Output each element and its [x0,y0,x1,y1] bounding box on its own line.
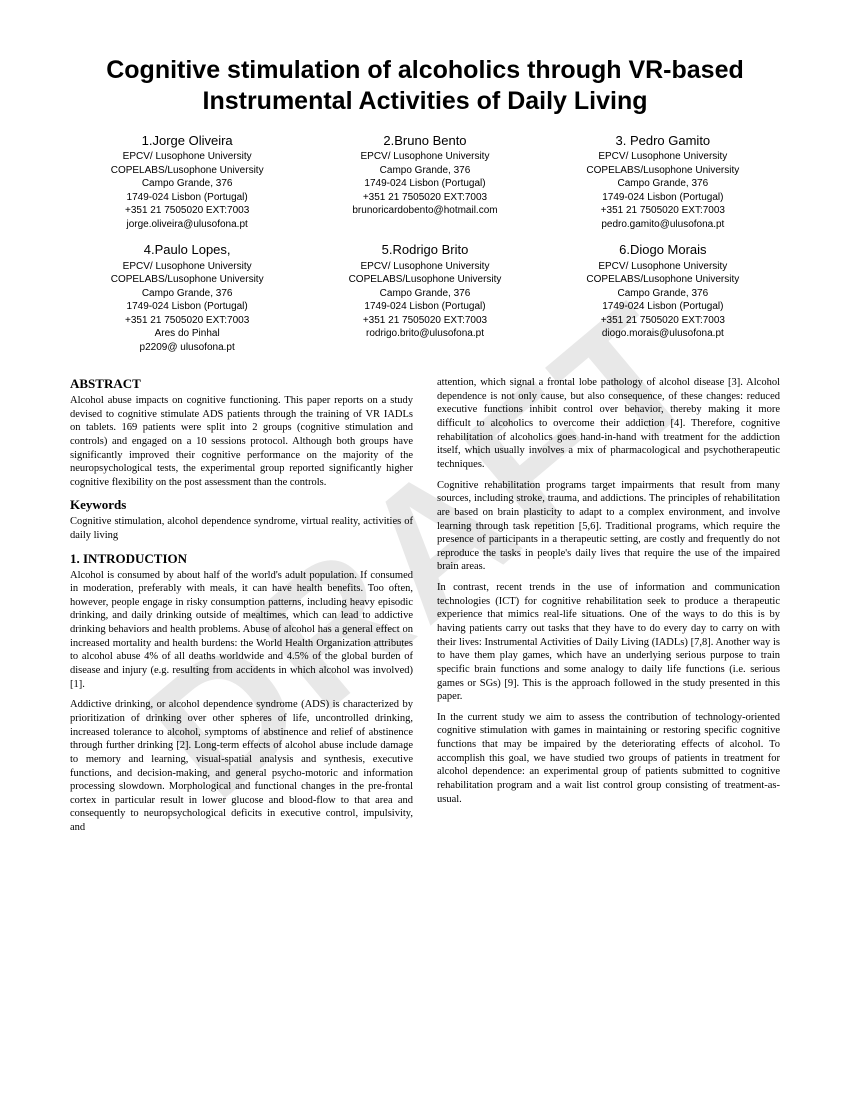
intro-paragraph: attention, which signal a frontal lobe p… [437,376,780,471]
author-name: 4.Paulo Lopes, [70,241,304,259]
abstract-heading: ABSTRACT [70,376,413,393]
author-affiliation-line: Ares do Pinhal [70,327,304,341]
author-affiliation-line: +351 21 7505020 EXT:7003 [546,314,780,328]
author: 3. Pedro GamitoEPCV/ Lusophone Universit… [546,132,780,232]
author-name: 1.Jorge Oliveira [70,132,304,150]
paper-title: Cognitive stimulation of alcoholics thro… [70,55,780,118]
author-affiliation-line: EPCV/ Lusophone University [546,150,780,164]
author: 6.Diogo MoraisEPCV/ Lusophone University… [546,241,780,354]
author-affiliation-line: 1749-024 Lisbon (Portugal) [70,300,304,314]
author-affiliation-line: 1749-024 Lisbon (Portugal) [308,177,542,191]
page-content: Cognitive stimulation of alcoholics thro… [70,55,780,835]
intro-paragraph: Addictive drinking, or alcohol dependenc… [70,698,413,834]
author-affiliation-line: 1749-024 Lisbon (Portugal) [70,191,304,205]
abstract-text: Alcohol abuse impacts on cognitive funct… [70,394,413,489]
author-affiliation-line: COPELABS/Lusophone University [546,164,780,178]
author-affiliation-line: rodrigo.brito@ulusofona.pt [308,327,542,341]
author-affiliation-line: pedro.gamito@ulusofona.pt [546,218,780,232]
author-name: 3. Pedro Gamito [546,132,780,150]
author-affiliation-line: EPCV/ Lusophone University [70,150,304,164]
author-affiliation-line: +351 21 7505020 EXT:7003 [308,191,542,205]
author-affiliation-line: Campo Grande, 376 [70,177,304,191]
author-affiliation-line: +351 21 7505020 EXT:7003 [70,314,304,328]
author: 4.Paulo Lopes,EPCV/ Lusophone University… [70,241,304,354]
author-affiliation-line: COPELABS/Lusophone University [70,273,304,287]
author-affiliation-line: Campo Grande, 376 [546,177,780,191]
author-affiliation-line: COPELABS/Lusophone University [308,273,542,287]
author-affiliation-line: +351 21 7505020 EXT:7003 [546,204,780,218]
author-affiliation-line: EPCV/ Lusophone University [546,260,780,274]
author-affiliation-line: 1749-024 Lisbon (Portugal) [546,300,780,314]
keywords-text: Cognitive stimulation, alcohol dependenc… [70,515,413,542]
author-affiliation-line: Campo Grande, 376 [308,164,542,178]
author: 5.Rodrigo BritoEPCV/ Lusophone Universit… [308,241,542,354]
author: 2.Bruno BentoEPCV/ Lusophone UniversityC… [308,132,542,232]
author-affiliation-line: diogo.morais@ulusofona.pt [546,327,780,341]
author-affiliation-line: Campo Grande, 376 [308,287,542,301]
author-affiliation-line: EPCV/ Lusophone University [308,150,542,164]
author-affiliation-line: 1749-024 Lisbon (Portugal) [308,300,542,314]
author-affiliation-line: p2209@ ulusofona.pt [70,341,304,355]
intro-paragraph: In contrast, recent trends in the use of… [437,581,780,704]
author-name: 6.Diogo Morais [546,241,780,259]
author-name: 2.Bruno Bento [308,132,542,150]
author: 1.Jorge OliveiraEPCV/ Lusophone Universi… [70,132,304,232]
body-columns: ABSTRACT Alcohol abuse impacts on cognit… [70,376,780,835]
author-affiliation-line: EPCV/ Lusophone University [308,260,542,274]
author-name: 5.Rodrigo Brito [308,241,542,259]
authors-block: 1.Jorge OliveiraEPCV/ Lusophone Universi… [70,132,780,365]
author-affiliation-line: +351 21 7505020 EXT:7003 [70,204,304,218]
author-affiliation-line: brunoricardobento@hotmail.com [308,204,542,218]
keywords-heading: Keywords [70,497,413,514]
author-affiliation-line: COPELABS/Lusophone University [70,164,304,178]
author-affiliation-line: jorge.oliveira@ulusofona.pt [70,218,304,232]
author-affiliation-line: Campo Grande, 376 [546,287,780,301]
author-affiliation-line: 1749-024 Lisbon (Portugal) [546,191,780,205]
intro-paragraph: In the current study we aim to assess th… [437,711,780,806]
author-affiliation-line: EPCV/ Lusophone University [70,260,304,274]
author-affiliation-line: COPELABS/Lusophone University [546,273,780,287]
intro-paragraph: Alcohol is consumed by about half of the… [70,569,413,692]
author-affiliation-line: +351 21 7505020 EXT:7003 [308,314,542,328]
introduction-heading: 1. INTRODUCTION [70,551,413,568]
intro-paragraph: Cognitive rehabilitation programs target… [437,479,780,574]
author-affiliation-line: Campo Grande, 376 [70,287,304,301]
